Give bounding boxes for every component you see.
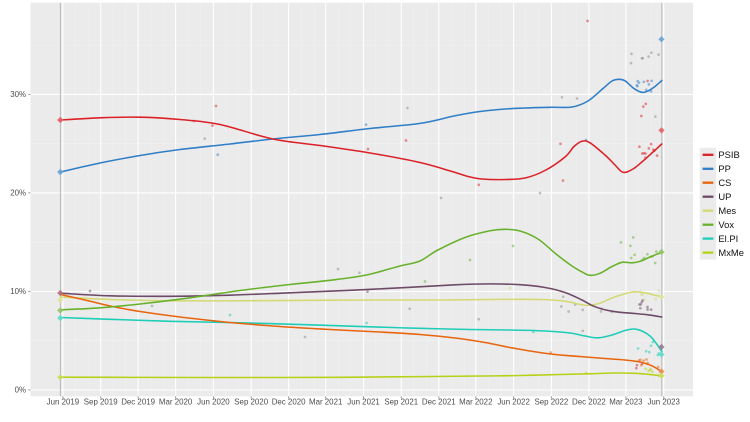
- svg-text:Vox: Vox: [718, 219, 734, 230]
- svg-text:Jun 2020: Jun 2020: [197, 398, 230, 407]
- svg-text:Mar 2022: Mar 2022: [459, 398, 492, 407]
- svg-text:Sep 2022: Sep 2022: [535, 398, 569, 407]
- svg-text:Sep 2020: Sep 2020: [234, 398, 268, 407]
- svg-text:Dec 2020: Dec 2020: [272, 398, 306, 407]
- svg-text:El.PI: El.PI: [718, 233, 738, 244]
- svg-text:Mes: Mes: [718, 205, 736, 216]
- svg-text:UP: UP: [718, 191, 731, 202]
- svg-text:PP: PP: [718, 163, 731, 174]
- svg-text:20%: 20%: [10, 189, 26, 198]
- svg-text:Mar 2020: Mar 2020: [159, 398, 193, 407]
- svg-text:Dec 2019: Dec 2019: [121, 398, 155, 407]
- svg-text:30%: 30%: [10, 90, 26, 99]
- svg-text:0%: 0%: [15, 386, 26, 395]
- svg-text:Jun 2022: Jun 2022: [497, 398, 529, 407]
- svg-text:Dec 2022: Dec 2022: [572, 398, 606, 407]
- svg-text:Sep 2021: Sep 2021: [384, 398, 418, 407]
- svg-text:10%: 10%: [10, 287, 26, 296]
- svg-text:Mar 2023: Mar 2023: [609, 398, 643, 407]
- svg-text:CS: CS: [718, 177, 731, 188]
- svg-text:MxMe: MxMe: [718, 247, 744, 258]
- svg-text:PSIB: PSIB: [718, 149, 739, 160]
- svg-text:Jun 2023: Jun 2023: [647, 398, 680, 407]
- svg-text:Jun 2021: Jun 2021: [347, 398, 379, 407]
- svg-text:Jun 2019: Jun 2019: [47, 398, 80, 407]
- svg-text:Sep 2019: Sep 2019: [84, 398, 118, 407]
- svg-text:Mar 2021: Mar 2021: [309, 398, 342, 407]
- svg-text:Dec 2021: Dec 2021: [422, 398, 456, 407]
